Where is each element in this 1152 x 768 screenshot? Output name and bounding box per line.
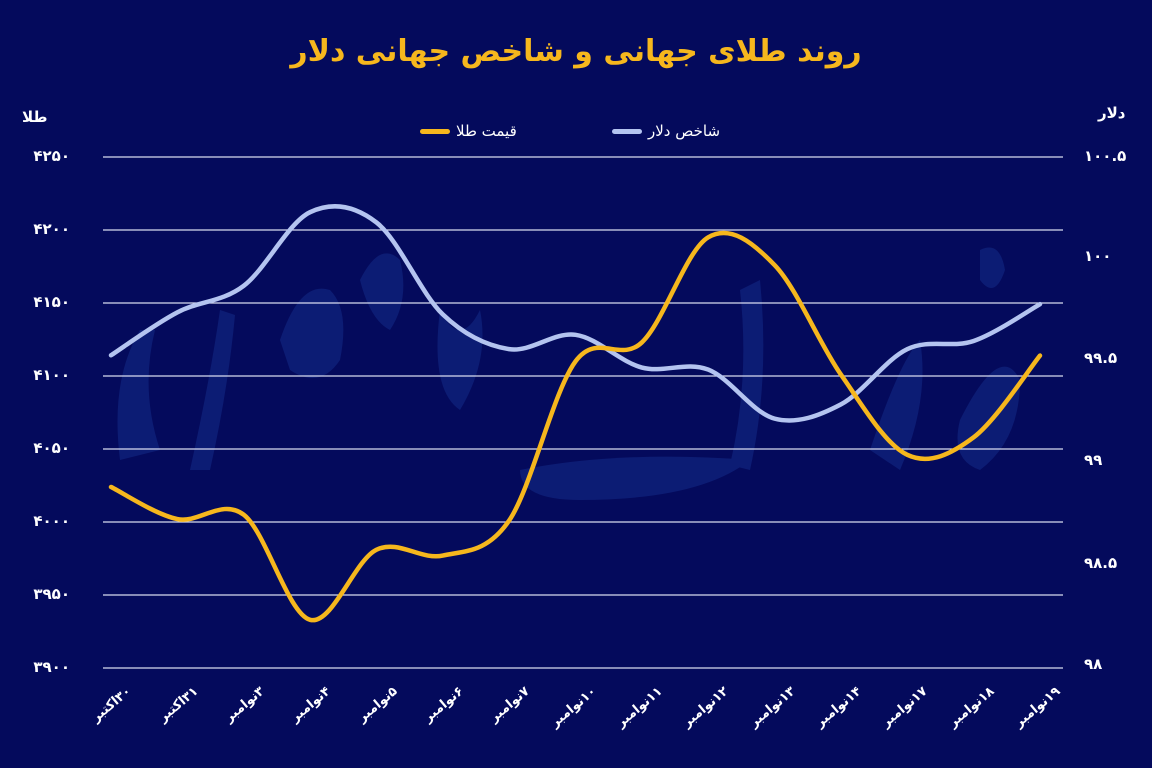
right-tick: ۹۹ bbox=[1084, 451, 1103, 469]
legend-gold: قیمت طلا bbox=[420, 122, 517, 140]
legend-gold-swatch bbox=[420, 128, 450, 134]
right-tick: ۹۹.۵ bbox=[1084, 349, 1118, 367]
right-tick: ۱۰۰ bbox=[1084, 247, 1112, 265]
gridlines bbox=[103, 156, 1063, 669]
right-tick: ۱۰۰.۵ bbox=[1084, 147, 1127, 165]
left-tick: ۳۹۰۰ bbox=[33, 658, 70, 676]
legend-dollar-swatch bbox=[612, 128, 642, 134]
legend-gold-label: قیمت طلا bbox=[456, 122, 517, 140]
right-axis-unit: دلار bbox=[1098, 104, 1126, 122]
legend-dollar: شاخص دلار bbox=[612, 122, 720, 140]
left-tick: ۴۰۰۰ bbox=[33, 512, 70, 530]
chart-title: روند طلای جهانی و شاخص جهانی دلار bbox=[290, 34, 862, 69]
right-tick: ۹۸ bbox=[1084, 655, 1103, 673]
dollar-index-line bbox=[108, 204, 1043, 423]
right-tick: ۹۸.۵ bbox=[1084, 554, 1118, 572]
left-axis-unit: طلا bbox=[22, 108, 48, 126]
left-tick: ۴۲۰۰ bbox=[33, 220, 70, 238]
legend-dollar-label: شاخص دلار bbox=[648, 122, 721, 140]
left-tick: ۴۲۵۰ bbox=[33, 147, 70, 165]
left-tick: ۴۱۵۰ bbox=[33, 293, 70, 311]
left-tick: ۴۱۰۰ bbox=[33, 366, 70, 384]
left-tick: ۳۹۵۰ bbox=[33, 585, 70, 603]
gold-price-line bbox=[108, 230, 1043, 623]
left-tick: ۴۰۵۰ bbox=[33, 439, 70, 457]
